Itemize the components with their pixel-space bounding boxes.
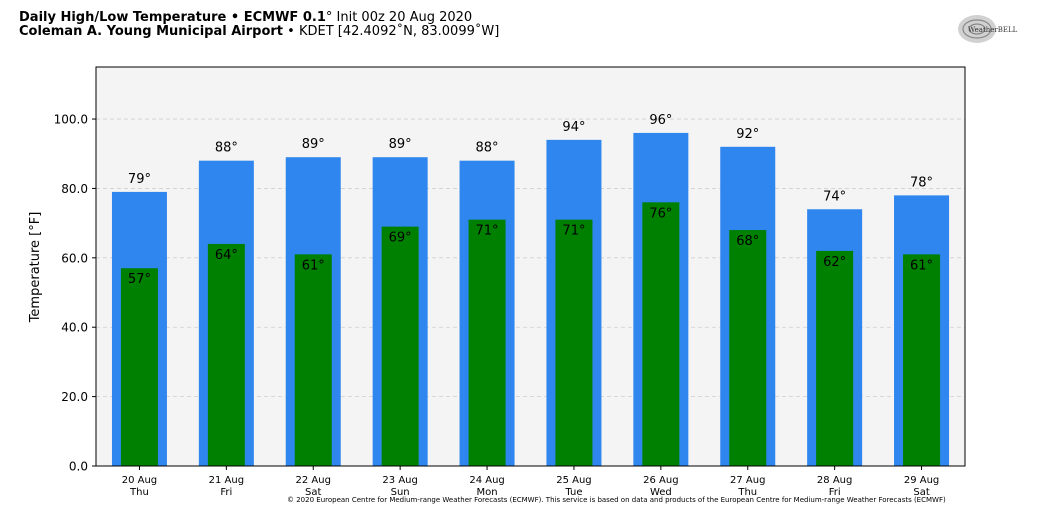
x-tick-label: 25 Aug Tue: [556, 475, 591, 498]
low-bar: [207, 243, 245, 466]
high-value-label: 88°: [215, 141, 238, 156]
y-tick-label: 100.0: [54, 113, 88, 127]
chart-title: Daily High/Low Temperature • ECMWF 0.1° …: [19, 10, 472, 25]
copyright-credit: © 2020 European Centre for Medium-range …: [287, 496, 946, 504]
x-tick-label: 26 Aug Wed: [643, 475, 678, 498]
x-tick-label: 23 Aug Sun: [382, 475, 417, 498]
low-value-label: 62°: [823, 255, 846, 270]
low-value-label: 68°: [736, 234, 759, 249]
x-tick-label: 20 Aug Thu: [122, 475, 157, 498]
low-value-label: 71°: [476, 224, 499, 239]
x-tick-label: 27 Aug Thu: [730, 475, 765, 498]
x-tick-label: 29 Aug Sat: [904, 475, 939, 498]
y-axis-label: Temperature [°F]: [28, 212, 43, 324]
low-bar: [816, 250, 854, 466]
low-bar: [642, 202, 680, 466]
high-value-label: 88°: [476, 141, 499, 156]
high-value-label: 78°: [910, 175, 933, 190]
high-value-label: 96°: [649, 113, 672, 128]
chart-subtitle: Coleman A. Young Municipal Airport • KDE…: [19, 24, 499, 39]
x-tick-label: 24 Aug Mon: [469, 475, 504, 498]
low-bar: [903, 254, 941, 466]
data-labels: 79° 57° 88° 64° 89° 61° 89° 69° 88° 71° 94° 71° 96° 7…: [128, 113, 933, 287]
low-value-label: 71°: [562, 224, 585, 239]
title-degree: °: [325, 10, 333, 25]
high-value-label: 89°: [302, 137, 325, 152]
high-value-label: 94°: [562, 120, 585, 135]
high-value-label: 79°: [128, 172, 151, 187]
y-tick-label: 40.0: [61, 321, 88, 335]
low-bar: [555, 219, 593, 466]
high-value-label: 74°: [823, 189, 846, 204]
low-bar: [468, 219, 506, 466]
low-bar: [729, 230, 767, 466]
low-bar: [381, 226, 419, 466]
logo-text: WeatherBELL: [968, 26, 1018, 34]
y-axis: 0.0 20.0 40.0 60.0 80.0 100.0: [54, 113, 96, 474]
high-value-label: 92°: [736, 127, 759, 142]
low-value-label: 64°: [215, 248, 238, 263]
bars: [111, 132, 950, 467]
title-init: Init 00z 20 Aug 2020: [332, 10, 473, 25]
low-value-label: 76°: [649, 206, 672, 221]
y-tick-label: 60.0: [61, 251, 88, 265]
x-tick-label: 21 Aug Fri: [209, 475, 244, 498]
y-tick-label: 20.0: [61, 390, 88, 404]
title-main: Daily High/Low Temperature • ECMWF 0.1: [19, 10, 326, 25]
location-coords: • KDET [42.4092˚N, 83.0099˚W]: [283, 24, 500, 39]
plot-frame: [95, 66, 966, 467]
low-value-label: 57°: [128, 272, 151, 287]
y-tick-label: 0.0: [69, 460, 88, 474]
low-value-label: 61°: [910, 258, 933, 273]
high-value-label: 89°: [389, 137, 412, 152]
weatherbell-logo: WeatherBELL: [958, 15, 1018, 43]
x-tick-label: 22 Aug Sat: [296, 475, 331, 498]
y-tick-label: 80.0: [61, 182, 88, 196]
low-value-label: 69°: [389, 231, 412, 246]
low-value-label: 61°: [302, 258, 325, 273]
low-bar: [294, 254, 332, 466]
x-tick-label: 28 Aug Fri: [817, 475, 852, 498]
x-axis: 20 Aug Thu 21 Aug Fri 22 Aug Sat 23 Aug Sun 24 A…: [122, 466, 939, 498]
low-bar: [120, 268, 158, 466]
location-name: Coleman A. Young Municipal Airport: [19, 24, 284, 39]
